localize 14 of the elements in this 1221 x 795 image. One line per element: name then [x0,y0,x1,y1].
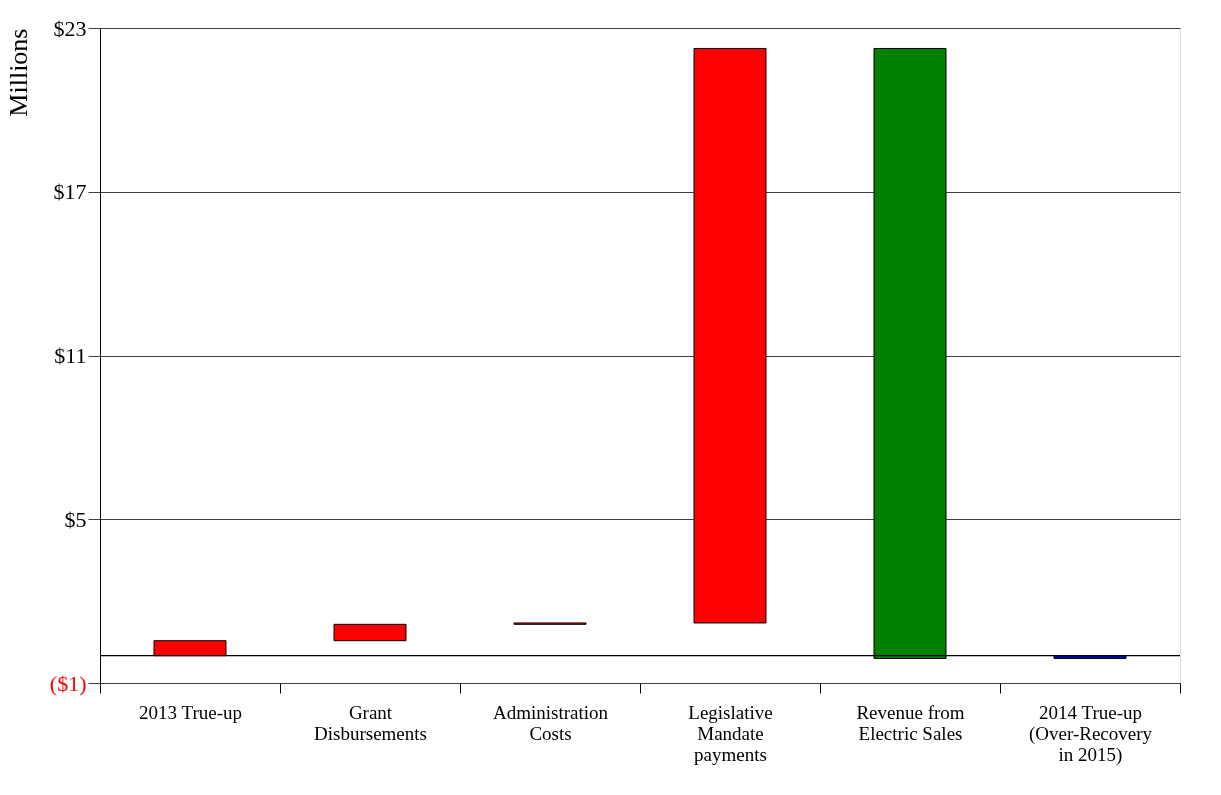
x-tick-label: Revenue from Electric Sales [856,701,965,744]
x-tick-label: 2014 True-up (Over-Recovery in 2015) [1028,701,1153,766]
x-tick-label: Administration Costs [492,701,609,744]
y-tick-label: ($1) [49,670,87,696]
y-tick-label: $23 [53,15,87,41]
y-tick-label: $11 [54,343,87,368]
x-tick-label: 2013 True-up [139,701,242,723]
x-tick-label: Legislative Mandate payments [688,701,773,765]
bar [333,623,407,642]
y-tick-label: $5 [64,506,87,532]
y-tick-label: $17 [53,179,87,205]
bar [693,47,767,624]
x-tick-label: Grant Disbursements [314,701,427,744]
y-axis-title: Millions [3,28,33,117]
